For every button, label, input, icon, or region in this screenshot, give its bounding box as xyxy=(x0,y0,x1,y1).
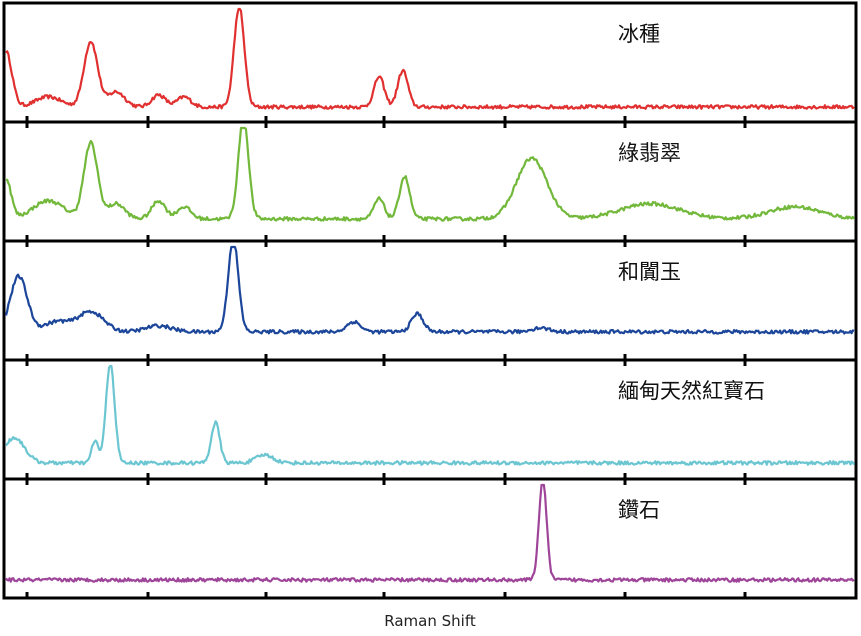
spectrum-line xyxy=(5,7,855,110)
spectrum-line xyxy=(5,126,855,222)
spectrum-line xyxy=(5,364,855,466)
series-label: 鑽石 xyxy=(618,498,660,522)
panel-frame xyxy=(2,239,858,362)
series-label: 冰種 xyxy=(618,22,660,46)
series-label: 綠翡翠 xyxy=(618,141,681,165)
spectrum-line xyxy=(4,245,855,335)
x-axis-label: Raman Shift xyxy=(384,612,476,630)
panel-frame xyxy=(2,120,858,243)
spectrum-line xyxy=(5,483,855,583)
series-label: 和闐玉 xyxy=(618,260,681,284)
panel-frame xyxy=(2,477,858,600)
series-label: 緬甸天然紅寶石 xyxy=(618,379,765,403)
